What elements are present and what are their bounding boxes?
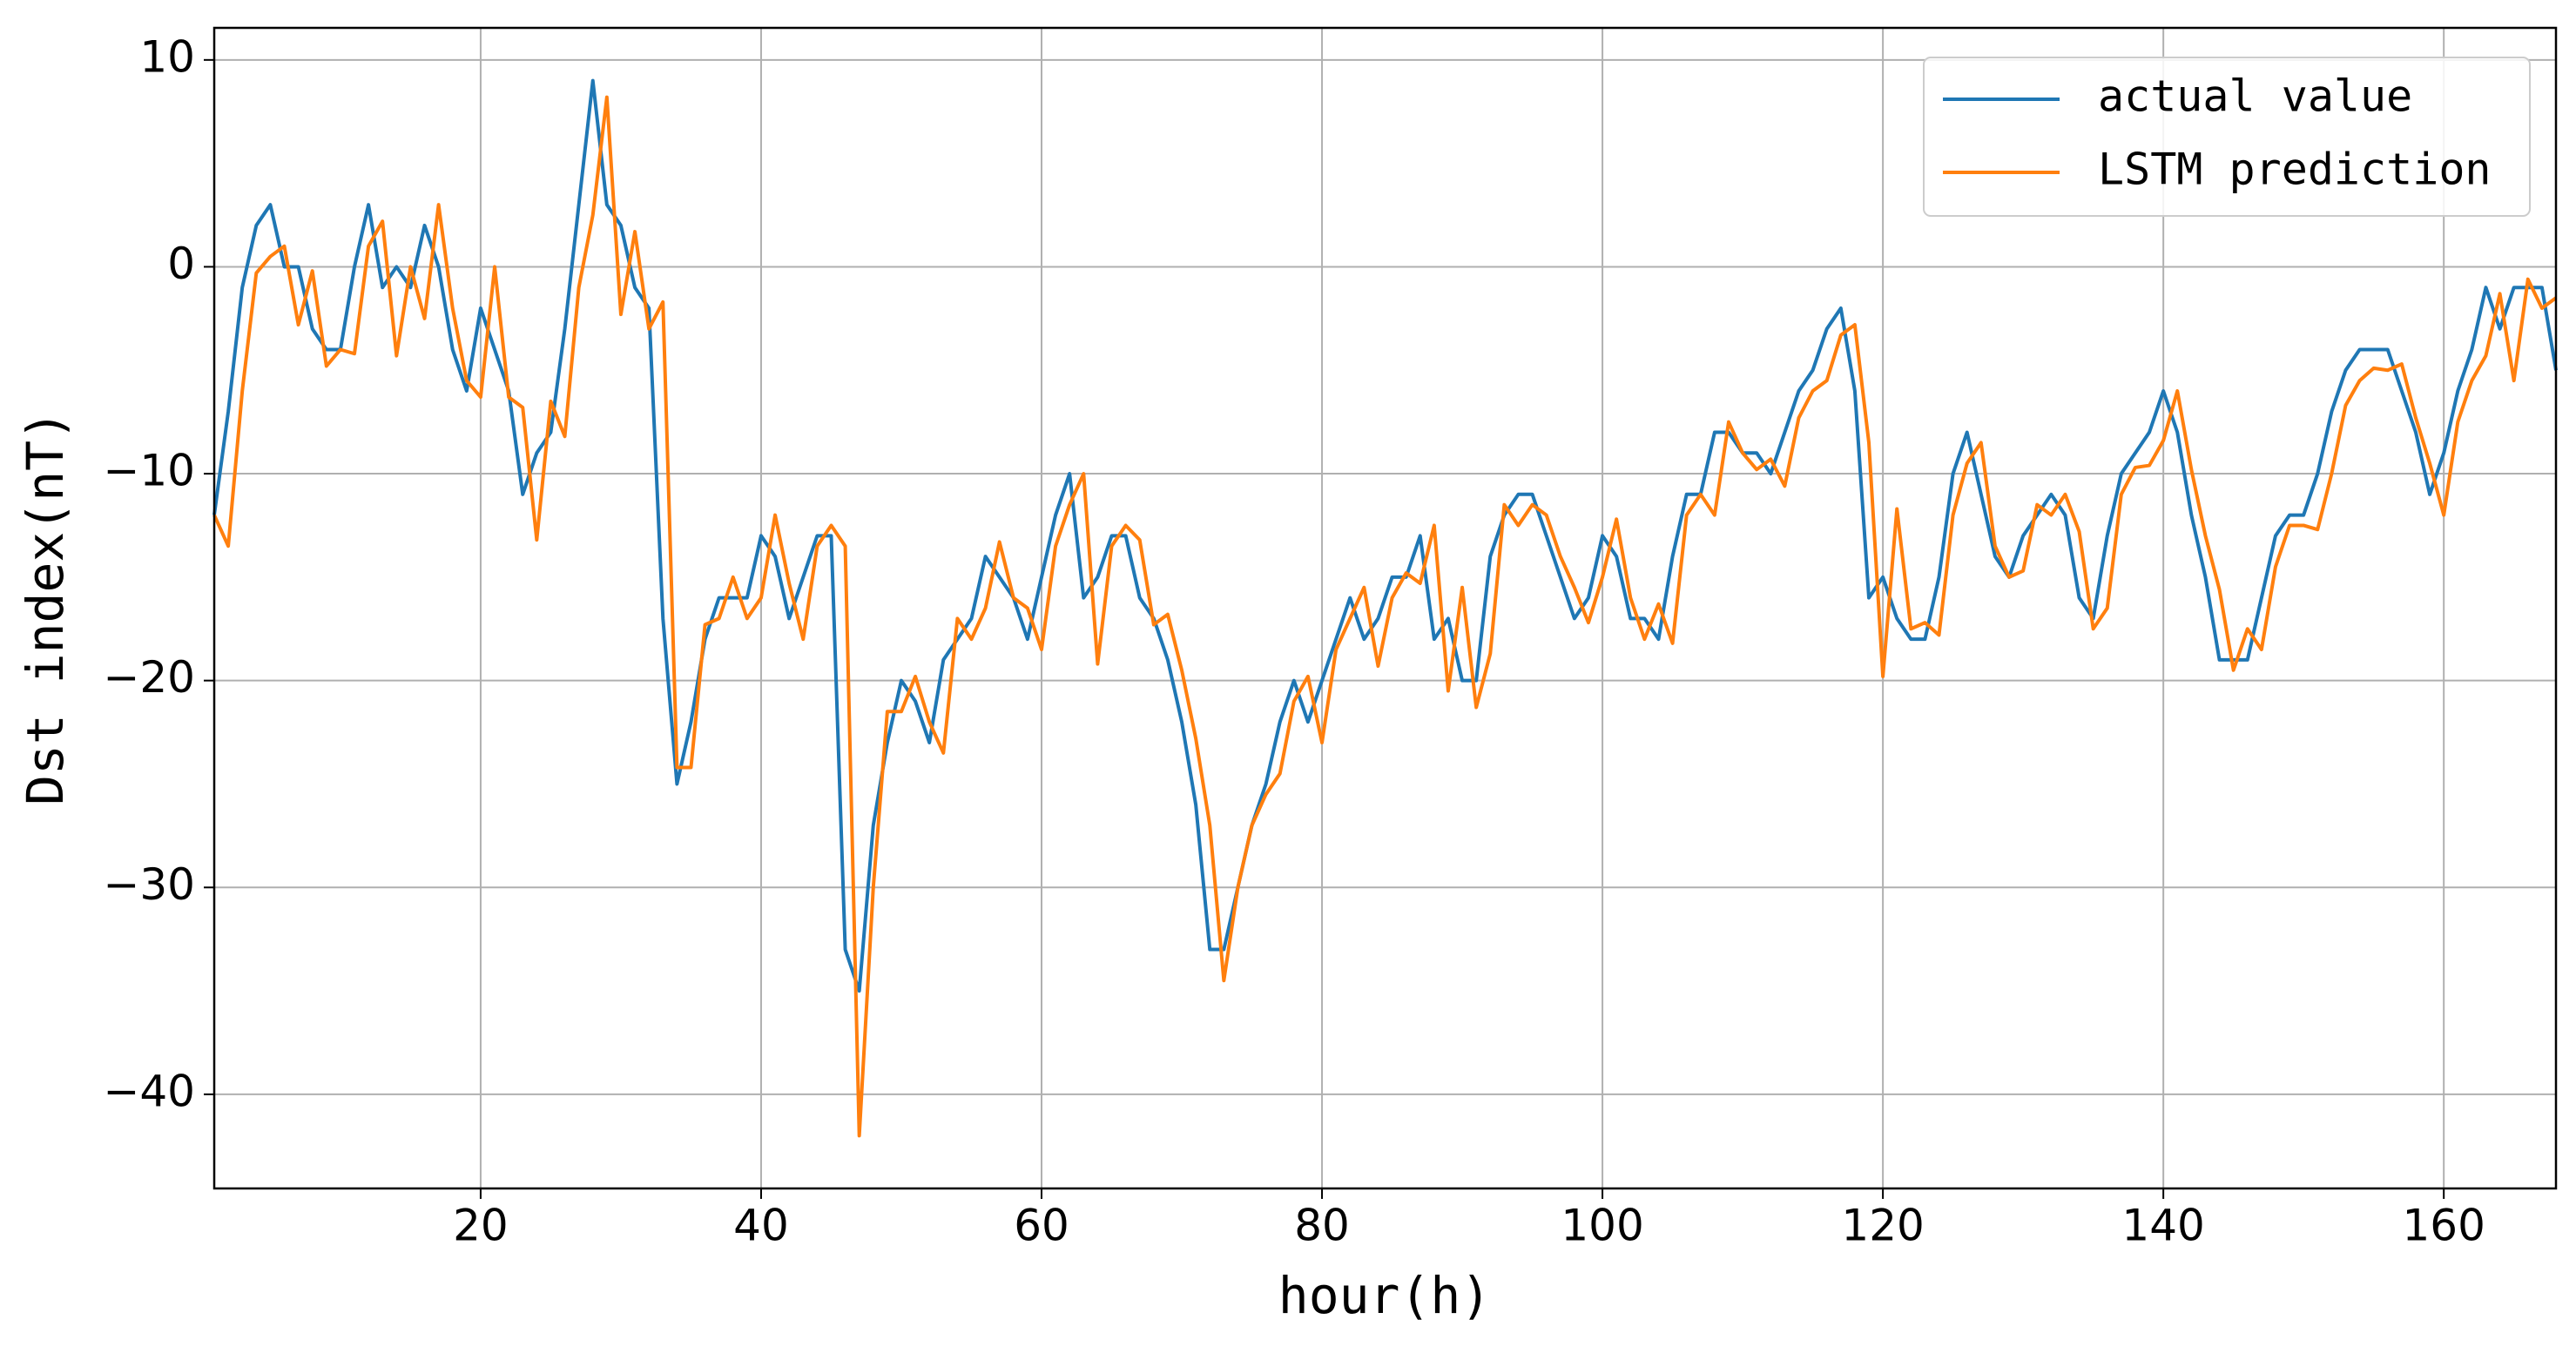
plot-frame bbox=[212, 26, 2558, 1190]
y-tick-label: 10 bbox=[139, 31, 195, 82]
x-tick-label: 60 bbox=[1014, 1201, 1069, 1251]
lines bbox=[212, 78, 2558, 1138]
x-tick-label: 120 bbox=[1841, 1201, 1924, 1251]
x-tick-label: 140 bbox=[2121, 1201, 2204, 1251]
x-tick-label: 100 bbox=[1561, 1201, 1643, 1251]
y-tick-label: −20 bbox=[103, 652, 195, 703]
x-tick-label: 20 bbox=[453, 1201, 509, 1251]
data-line bbox=[212, 95, 2558, 1138]
x-tick-label: 80 bbox=[1294, 1201, 1350, 1251]
x-tick-label: 40 bbox=[733, 1201, 789, 1251]
ticks: 20 40 60 80 100 120 140 160 −40 −30 −20 −10 0 10 bbox=[103, 31, 2485, 1250]
legend-box bbox=[1923, 57, 2531, 217]
legend-label: LSTM prediction bbox=[2098, 145, 2492, 195]
data-line bbox=[212, 78, 2558, 993]
y-tick-label: 0 bbox=[167, 239, 195, 289]
x-axis-label: hour(h) bbox=[1278, 1266, 1491, 1325]
y-axis-label: Dst index(nT) bbox=[16, 410, 75, 805]
legend-label: actual value bbox=[2098, 71, 2412, 122]
legend: actual value LSTM prediction bbox=[1923, 57, 2531, 217]
y-tick-label: −10 bbox=[103, 446, 195, 496]
y-tick-label: −30 bbox=[103, 859, 195, 910]
y-tick-label: −40 bbox=[103, 1066, 195, 1116]
x-tick-label: 160 bbox=[2402, 1201, 2485, 1251]
